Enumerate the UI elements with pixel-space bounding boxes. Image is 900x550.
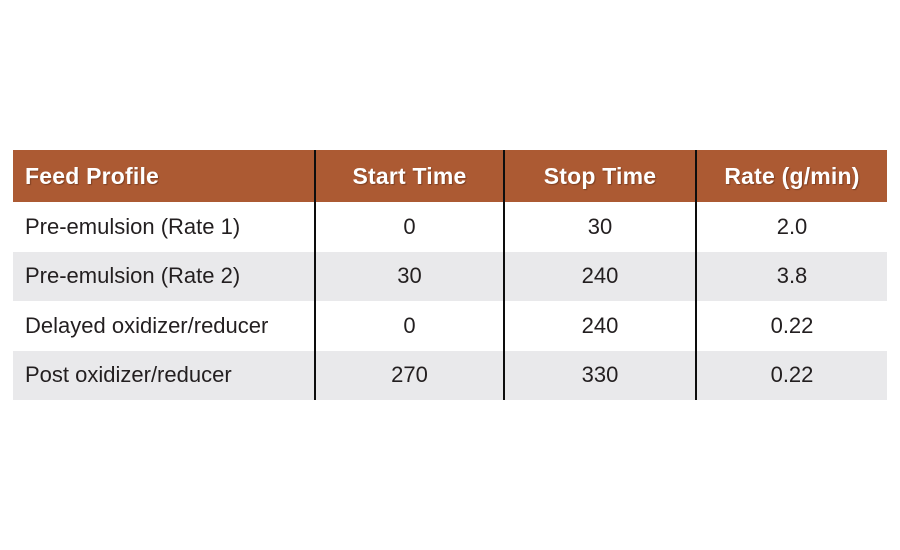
- table-cell-start-time: 270: [314, 350, 503, 400]
- table-header-row: Feed Profile Start Time Stop Time Rate (…: [13, 150, 887, 202]
- table-cell-stop-time: 330: [503, 350, 695, 400]
- feed-profile-table: Feed Profile Start Time Stop Time Rate (…: [13, 150, 887, 400]
- table-cell-rate: 3.8: [695, 251, 887, 301]
- table-cell-feed-profile: Post oxidizer/reducer: [25, 362, 232, 388]
- table-cell-rate: 0.22: [695, 301, 887, 351]
- table-cell-start-time: 0: [314, 301, 503, 351]
- table-cell-rate: 2.0: [695, 202, 887, 252]
- table-cell-feed-profile: Pre-emulsion (Rate 2): [25, 263, 241, 289]
- table-cell-feed-profile: Delayed oxidizer/reducer: [25, 312, 269, 338]
- table-cell-rate: 0.22: [695, 350, 887, 400]
- table-cell-start-time: 0: [314, 202, 503, 252]
- column-header-feed-profile: Feed Profile: [25, 162, 160, 189]
- table-row: Post oxidizer/reducer 270 330 0.22: [13, 350, 887, 400]
- table-row: Pre-emulsion (Rate 1) 0 30 2.0: [13, 202, 887, 252]
- table-cell-start-time: 30: [314, 251, 503, 301]
- table-row: Delayed oxidizer/reducer 0 240 0.22: [13, 301, 887, 351]
- table-cell-stop-time: 240: [503, 301, 695, 351]
- column-header-start-time: Start Time: [314, 150, 503, 202]
- table-cell-stop-time: 30: [503, 202, 695, 252]
- column-header-rate: Rate (g/min): [695, 150, 887, 202]
- table-row: Pre-emulsion (Rate 2) 30 240 3.8: [13, 251, 887, 301]
- table-cell-feed-profile: Pre-emulsion (Rate 1): [25, 213, 241, 239]
- table-cell-stop-time: 240: [503, 251, 695, 301]
- column-header-stop-time: Stop Time: [503, 150, 695, 202]
